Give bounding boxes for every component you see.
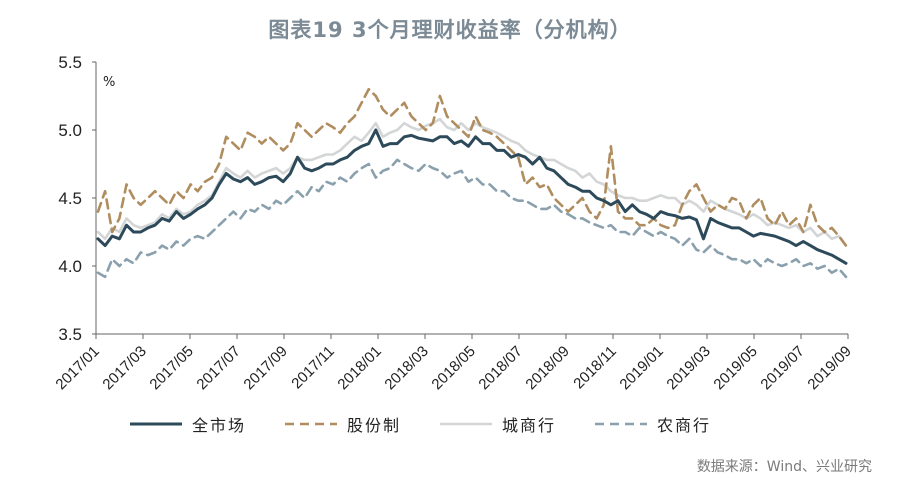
y-tick-label: 3.5 xyxy=(58,325,82,344)
chart-title: 图表19 3个月理财收益率（分机构） xyxy=(268,18,632,42)
x-tick-label: 2017/03 xyxy=(99,343,149,393)
legend-swatch xyxy=(285,422,337,426)
series-line-2 xyxy=(96,87,848,247)
y-tick-label: 4.5 xyxy=(58,189,82,208)
legend-item: 农商行 xyxy=(593,410,711,438)
x-tick-label: 2018/07 xyxy=(475,343,525,393)
legend-swatch xyxy=(595,422,647,426)
x-tick-label: 2019/03 xyxy=(663,343,713,393)
x-tick-label: 2018/01 xyxy=(334,343,384,393)
x-tick-label: 2019/09 xyxy=(804,343,854,393)
x-tick-label: 2017/01 xyxy=(52,343,102,393)
y-tick-label: 5.0 xyxy=(58,121,82,140)
chart-legend: 全市场 股份制 城商行 农商行 xyxy=(128,410,748,438)
legend-swatch xyxy=(130,422,182,426)
legend-swatch xyxy=(440,422,492,426)
y-unit-label: % xyxy=(103,75,115,90)
legend-item: 股份制 xyxy=(283,410,401,438)
series-line-4 xyxy=(96,158,848,279)
legend-label: 农商行 xyxy=(657,416,712,435)
x-tick-label: 2018/03 xyxy=(381,343,431,393)
x-tick-label: 2019/01 xyxy=(616,343,666,393)
legend-item: 全市场 xyxy=(128,410,246,438)
y-tick-label: 5.5 xyxy=(58,53,82,72)
series-line-1 xyxy=(96,128,848,265)
chart-series xyxy=(96,87,848,279)
y-tick-label: 4.0 xyxy=(58,257,82,276)
x-tick-label: 2018/09 xyxy=(522,343,572,393)
x-tick-label: 2017/07 xyxy=(193,343,243,393)
source-note: 数据来源：Wind、兴业研究 xyxy=(696,459,872,475)
line-chart: 3.54.04.55.05.52017/012017/032017/052017… xyxy=(52,53,854,393)
x-tick-label: 2017/05 xyxy=(146,343,196,393)
x-tick-label: 2017/09 xyxy=(240,343,290,393)
x-tick-label: 2018/11 xyxy=(570,343,620,393)
x-tick-label: 2017/11 xyxy=(288,343,338,393)
x-tick-label: 2019/07 xyxy=(757,343,807,393)
x-tick-label: 2018/05 xyxy=(428,343,478,393)
chart-axes: 3.54.04.55.05.52017/012017/032017/052017… xyxy=(52,53,854,393)
legend-item: 城商行 xyxy=(438,410,556,438)
legend-label: 全市场 xyxy=(192,416,247,435)
legend-label: 城商行 xyxy=(502,416,557,435)
x-tick-label: 2019/05 xyxy=(710,343,760,393)
legend-label: 股份制 xyxy=(347,416,402,435)
